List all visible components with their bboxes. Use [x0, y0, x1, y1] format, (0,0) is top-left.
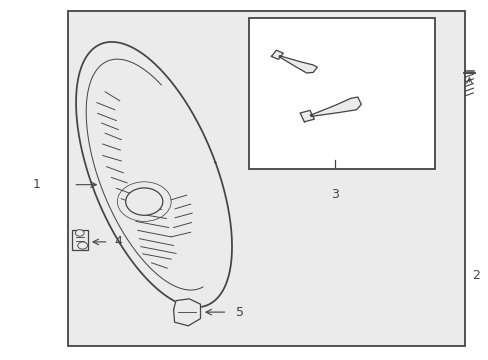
- Text: 2: 2: [471, 269, 479, 282]
- Circle shape: [125, 188, 163, 215]
- Polygon shape: [173, 299, 200, 326]
- Bar: [68, 11, 464, 346]
- Text: 1: 1: [33, 178, 41, 191]
- Polygon shape: [279, 56, 317, 73]
- Text: 3: 3: [330, 188, 338, 201]
- Bar: [72, 230, 87, 250]
- Polygon shape: [300, 111, 314, 122]
- Polygon shape: [310, 97, 361, 116]
- Polygon shape: [271, 50, 283, 59]
- Circle shape: [75, 230, 84, 236]
- Bar: [249, 18, 434, 169]
- Text: 5: 5: [235, 306, 243, 319]
- Circle shape: [78, 242, 87, 249]
- Text: 4: 4: [114, 235, 122, 248]
